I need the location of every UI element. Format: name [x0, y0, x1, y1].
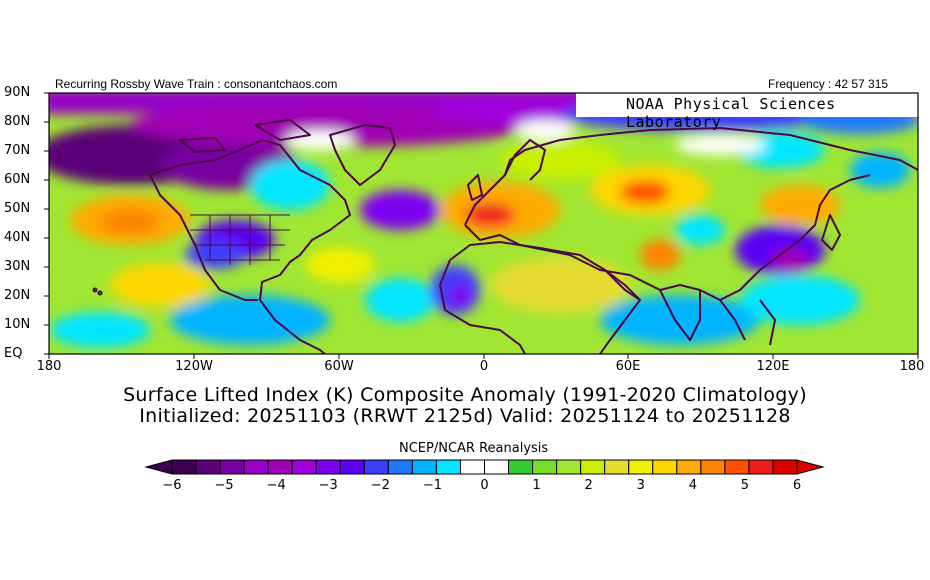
colorbar-swatch	[628, 459, 654, 475]
colorbar-tick-label: −1	[422, 478, 442, 493]
colorbar-tick-label: 1	[532, 478, 541, 493]
colorbar-swatch	[484, 459, 510, 475]
colorbar-swatch	[411, 459, 437, 475]
lat-label: 80N	[4, 114, 31, 129]
colorbar-swatch	[315, 459, 341, 475]
lab-name-label: NOAA Physical Sciences Laboratory	[626, 95, 836, 131]
coastlines	[92, 119, 918, 354]
colorbar-swatch	[363, 459, 389, 475]
colorbar-swatch	[772, 459, 798, 475]
colorbar-tick-label: 3	[636, 478, 645, 493]
lon-label: 60W	[324, 359, 354, 374]
lat-label: 90N	[4, 85, 31, 100]
colorbar-swatch	[580, 459, 606, 475]
lat-label: 40N	[4, 230, 31, 245]
colorbar-swatch	[532, 459, 558, 475]
colorbar-swatch	[508, 459, 534, 475]
colorbar-swatch	[724, 459, 750, 475]
colorbar-swatch	[195, 459, 221, 475]
colorbar-swatch	[243, 459, 269, 475]
state-borders	[190, 214, 290, 265]
colorbar-swatch	[748, 459, 774, 475]
colorbar-tick-label: −2	[370, 478, 390, 493]
lon-label: 180	[36, 359, 62, 374]
colorbar-tick-label: 6	[792, 478, 802, 493]
lat-ticks	[44, 92, 49, 355]
colorbar-max-arrow	[796, 459, 825, 475]
colorbar-swatch	[700, 459, 726, 475]
chart-title-line1: Surface Lifted Index (K) Composite Anoma…	[123, 384, 807, 406]
colorbar-tick-label: 0	[480, 478, 489, 493]
lon-label: 60E	[615, 359, 641, 374]
colorbar-min-arrow	[144, 459, 173, 475]
colorbar-swatch	[267, 459, 293, 475]
colorbar-tick-label: 2	[584, 478, 593, 493]
colorbar-swatch	[676, 459, 702, 475]
lab-label-box	[576, 93, 918, 117]
lat-label: 20N	[4, 288, 31, 303]
colorbar-swatch	[291, 459, 317, 475]
anomaly-field	[49, 93, 918, 354]
chart-title-line2: Initialized: 20251103 (RRWT 2125d) Valid…	[139, 405, 791, 427]
lon-label: 120E	[756, 359, 790, 374]
colorbar-swatch	[339, 459, 365, 475]
lat-label: 60N	[4, 172, 31, 187]
colorbar-swatch	[435, 459, 461, 475]
colorbar-tick-label: −5	[214, 478, 234, 493]
colorbar-swatch	[604, 459, 630, 475]
colorbar-swatch	[219, 459, 245, 475]
colorbar-label: NCEP/NCAR Reanalysis	[399, 441, 549, 456]
header-frequency-text: Frequency : 42 57 315	[768, 77, 889, 91]
lon-label: 0	[479, 359, 489, 374]
colorbar-tick-label: 5	[740, 478, 750, 493]
lat-label: EQ	[4, 346, 23, 361]
colorbar-tick-label: −6	[162, 478, 182, 493]
header-source-text: Recurring Rossby Wave Train : consonantc…	[55, 77, 338, 91]
lat-label: 30N	[4, 259, 31, 274]
lat-label: 70N	[4, 143, 31, 158]
colorbar-tick-label: 4	[688, 478, 697, 493]
lon-label: 180	[899, 359, 925, 374]
colorbar-swatch	[652, 459, 678, 475]
colorbar	[144, 459, 825, 475]
lon-label: 120W	[175, 359, 213, 374]
colorbar-swatch	[171, 459, 197, 475]
colorbar-swatch	[556, 459, 582, 475]
lat-label: 10N	[4, 317, 31, 332]
lon-ticks	[48, 354, 919, 359]
colorbar-tick-label: −4	[266, 478, 286, 493]
lat-label: 50N	[4, 201, 31, 216]
colorbar-tick-label: −3	[318, 478, 338, 493]
colorbar-swatch	[387, 459, 413, 475]
colorbar-swatch	[459, 459, 486, 475]
